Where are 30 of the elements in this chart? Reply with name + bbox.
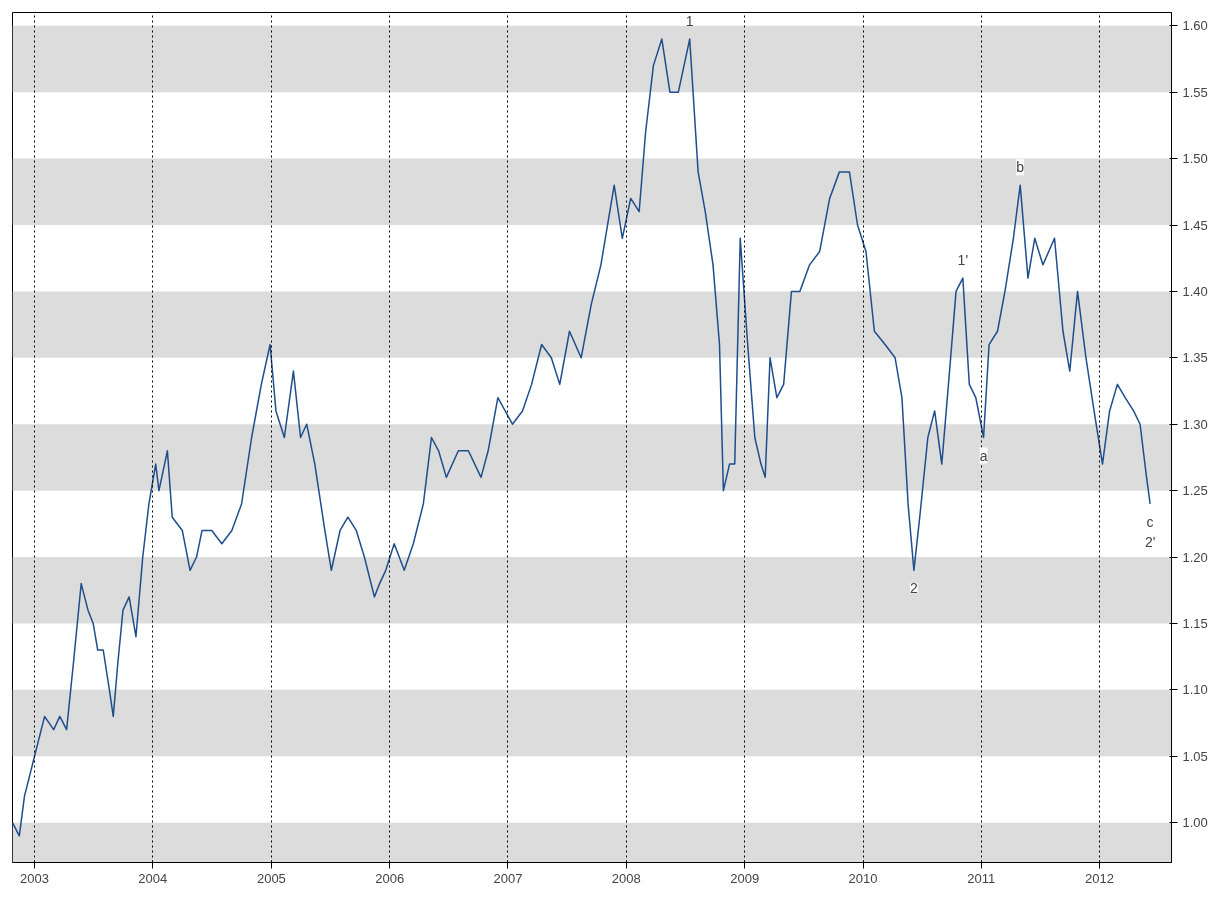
- annotation: 1': [957, 252, 969, 269]
- x-tick-label: 2012: [1085, 870, 1115, 886]
- annotation: 2: [910, 580, 919, 597]
- x-tick-label: 2003: [20, 870, 49, 886]
- x-tick-label: 2005: [256, 870, 286, 886]
- annotation: 1: [685, 13, 694, 30]
- y-tick-label: 1.35: [1182, 350, 1208, 366]
- x-tick-label: 2007: [493, 870, 523, 886]
- y-tick-label: 1.05: [1182, 748, 1208, 764]
- y-tick-label: 1.25: [1182, 483, 1208, 499]
- annotation: a: [979, 447, 988, 464]
- y-tick-label: 1.40: [1182, 283, 1208, 299]
- y-tick-label: 1.20: [1182, 549, 1208, 565]
- y-tick-label: 1.10: [1182, 682, 1208, 698]
- y-tick-label: 1.50: [1182, 151, 1208, 167]
- x-tick-label: 2008: [611, 870, 641, 886]
- y-tick-label: 1.00: [1182, 815, 1208, 831]
- annotation: b: [1016, 159, 1025, 176]
- annotation: 2': [1144, 533, 1156, 550]
- y-tick-label: 1.45: [1182, 217, 1208, 233]
- y-tick-label: 1.55: [1182, 84, 1208, 100]
- y-tick-label: 1.60: [1182, 18, 1208, 34]
- y-tick-label: 1.30: [1182, 416, 1208, 432]
- x-tick-label: 2006: [375, 870, 405, 886]
- annotation: c: [1146, 513, 1154, 530]
- x-tick-label: 2010: [848, 870, 878, 886]
- y-tick-label: 1.15: [1182, 615, 1208, 631]
- x-tick-label: 2011: [967, 870, 996, 886]
- x-tick-label: 2004: [138, 870, 168, 886]
- x-tick-label: 2009: [730, 870, 760, 886]
